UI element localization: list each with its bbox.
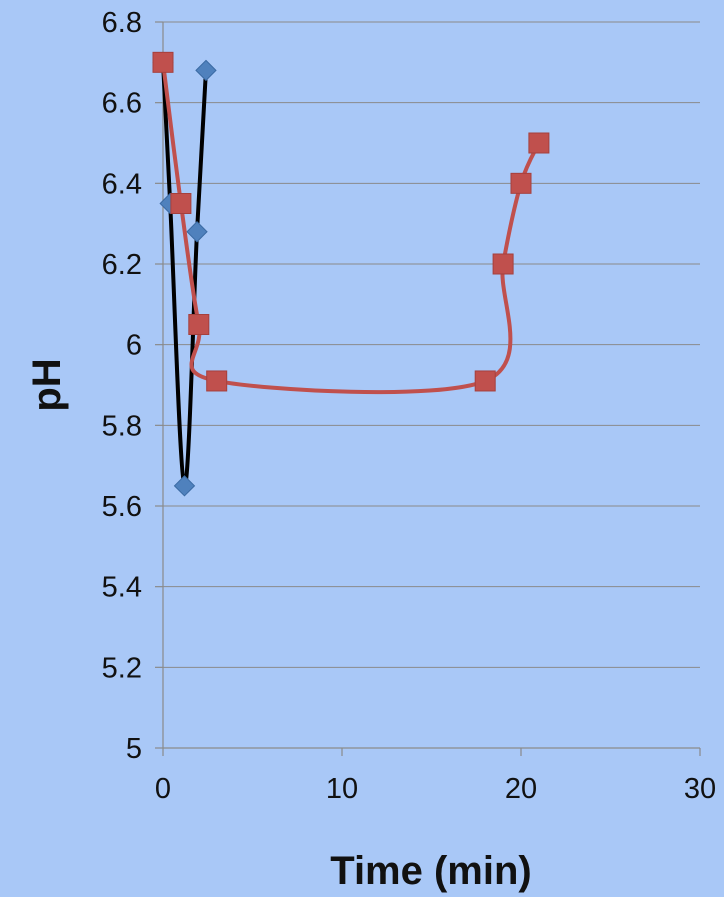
y-tick-label: 5.2 (102, 652, 142, 684)
data-point-square (510, 172, 532, 194)
y-tick-label: 5.4 (102, 572, 142, 604)
data-point-diamond (173, 475, 196, 497)
series-layer (152, 51, 550, 497)
y-tick-label: 6.6 (102, 88, 142, 120)
data-point-square (188, 314, 210, 335)
data-point-diamond (195, 59, 217, 82)
x-tick-label: 10 (326, 773, 358, 805)
tick-layer: 5 5.2 5.4 5.6 5.8 6 6.2 6.4 6.6 6.8 0 10 20 30 (102, 7, 716, 805)
axis-layer (155, 21, 701, 756)
data-point-square (528, 132, 550, 154)
data-point-square (474, 370, 496, 392)
data-point-diamond (186, 221, 208, 243)
x-tick-label: 30 (684, 773, 716, 805)
y-tick-label: 5.6 (102, 491, 142, 523)
y-tick-label: 6.4 (102, 168, 142, 200)
x-axis-title: Time (min) (330, 849, 532, 893)
y-tick-label: 6.8 (102, 7, 142, 39)
data-point-square (152, 51, 174, 73)
x-tick-label: 0 (155, 773, 171, 805)
data-point-square (492, 253, 514, 275)
y-tick-label: 6 (126, 330, 142, 362)
series-2 (152, 51, 550, 395)
series-2-line (161, 60, 541, 395)
x-tick-label: 20 (505, 773, 537, 805)
y-tick-label: 5.8 (102, 410, 142, 442)
y-tick-label: 6.2 (102, 249, 142, 281)
y-axis-title: pH (25, 358, 69, 411)
grid-layer (163, 21, 700, 668)
y-tick-label: 5 (126, 733, 142, 765)
data-point-square (206, 370, 228, 392)
data-point-square (170, 193, 192, 214)
